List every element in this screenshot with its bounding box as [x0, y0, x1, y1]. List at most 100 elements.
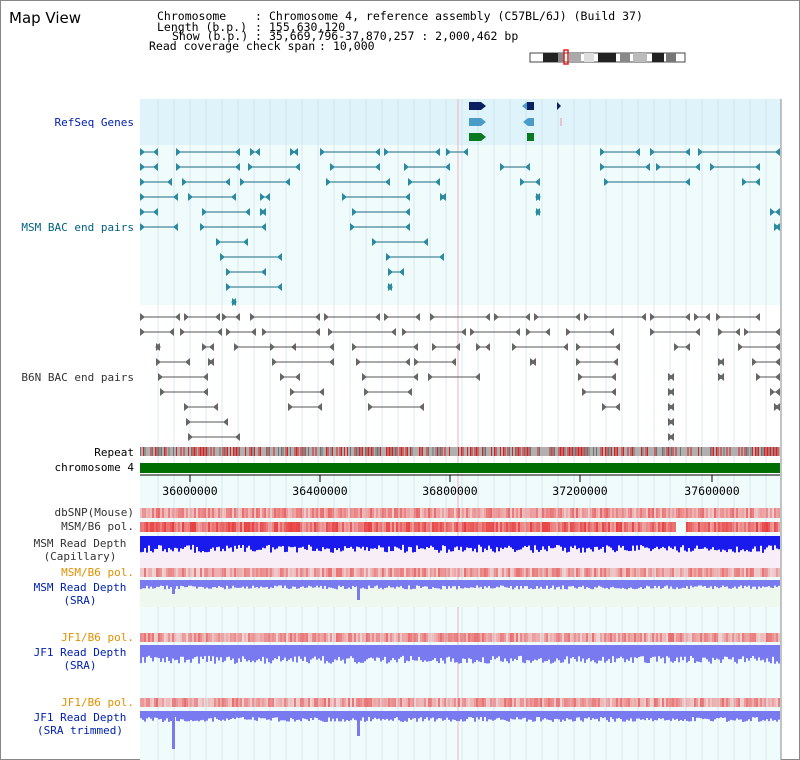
- msm-pol-strip-cell: [672, 522, 674, 532]
- jf1-pol-strip-cell: [646, 633, 648, 642]
- repeat-element: [410, 447, 411, 456]
- jf1-pol2-strip-cell: [724, 698, 726, 707]
- jf1-sra-depth-bar: [378, 645, 380, 658]
- msm-b6-pol-2-label[interactable]: MSM/B6 pol.: [61, 566, 134, 579]
- msm-pol-strip-cell: [686, 522, 688, 532]
- jf1-depth-sra-label[interactable]: JF1 Read Depth (SRA): [20, 646, 140, 672]
- msm-capillary-depth-bar: [432, 536, 434, 548]
- msm-pol-strip-cell: [330, 522, 332, 532]
- dbsnp-strip-cell: [372, 508, 374, 518]
- dbsnp-strip-cell: [350, 508, 352, 518]
- chromosome-track-label[interactable]: chromosome 4: [54, 461, 134, 474]
- jf1-pol2-strip-cell: [546, 698, 548, 707]
- msm-depth-sra-line2: (SRA): [63, 594, 97, 607]
- repeat-element: [300, 447, 302, 456]
- msm-pol2-strip-cell: [690, 568, 692, 577]
- dbsnp-strip-cell: [742, 508, 744, 518]
- jf1-pol-strip-cell: [148, 633, 150, 642]
- axis-tick-label: 37200000: [552, 484, 607, 498]
- msm-pol-strip-cell: [662, 522, 664, 532]
- jf1-sra-depth-bar: [256, 645, 258, 661]
- msm-capillary-depth-bar: [190, 536, 192, 550]
- dbsnp-track-label[interactable]: dbSNP(Mouse): [54, 506, 134, 519]
- repeat-element: [303, 447, 305, 456]
- refseq-track-label[interactable]: RefSeq Genes: [54, 116, 134, 129]
- msm-pol-strip-cell: [470, 522, 472, 532]
- jf1-trimmed-depth-bar: [274, 711, 276, 718]
- jf1-pol2-strip-cell: [234, 698, 236, 707]
- msm-b6-pol-label[interactable]: MSM/B6 pol.: [61, 520, 134, 533]
- jf1-pol2-strip-cell: [294, 698, 296, 707]
- dbsnp-strip-cell: [630, 508, 632, 518]
- jf1-sra-depth-bar: [552, 645, 554, 663]
- msm-pol2-strip-cell: [478, 568, 480, 577]
- jf1-pol-strip-cell: [752, 633, 754, 642]
- msm-sra-depth-bar: [364, 580, 366, 589]
- repeat-track-label[interactable]: Repeat: [94, 446, 134, 459]
- msm-pol2-strip-cell: [178, 568, 180, 577]
- msm-depth-capillary-label[interactable]: MSM Read Depth (Capillary): [20, 537, 140, 563]
- msm-sra-depth-bar: [582, 580, 584, 586]
- msm-depth-sra-label[interactable]: MSM Read Depth (SRA): [20, 581, 140, 607]
- jf1-pol-strip-cell: [682, 633, 684, 642]
- repeat-element: [237, 447, 239, 456]
- msm-pol-strip-cell: [616, 522, 618, 532]
- msm-bac-pair-end-icon: [439, 253, 444, 261]
- dbsnp-strip-cell: [458, 508, 460, 518]
- jf1-trimmed-depth-bar: [140, 711, 142, 719]
- b6n-bac-pair-end-icon: [352, 343, 357, 351]
- msm-sra-depth-bar: [286, 580, 288, 589]
- jf1-trimmed-depth-bar: [670, 711, 672, 722]
- b6n-bac-track-label[interactable]: B6N BAC end pairs: [21, 371, 134, 384]
- msm-pol2-strip-cell: [550, 568, 552, 577]
- msm-pol-strip-cell: [332, 522, 334, 532]
- jf1-pol2-strip-cell: [152, 698, 154, 707]
- jf1-pol2-strip-cell: [356, 698, 358, 707]
- jf1-pol2-strip-cell: [304, 698, 306, 707]
- jf1-b6-pol-2-label[interactable]: JF1/B6 pol.: [61, 696, 134, 709]
- jf1-pol-strip-cell: [506, 633, 508, 642]
- jf1-pol-strip-cell: [588, 633, 590, 642]
- jf1-sra-depth-bar: [398, 645, 400, 659]
- msm-pol2-strip-cell: [482, 568, 484, 577]
- jf1-pol-strip-cell: [202, 633, 204, 642]
- repeat-element: [507, 447, 509, 456]
- b6n-bac-pair-end-icon: [213, 403, 218, 411]
- jf1-pol2-strip-cell: [516, 698, 518, 707]
- repeat-element: [485, 447, 486, 456]
- jf1-trimmed-depth-bar: [414, 711, 416, 719]
- msm-sra-depth-bar: [728, 580, 730, 589]
- msm-pol-strip-cell: [268, 522, 270, 532]
- jf1-pol-strip-cell: [260, 633, 262, 642]
- jf1-trimmed-depth-bar: [520, 711, 522, 720]
- msm-bac-track-label[interactable]: MSM BAC end pairs: [21, 221, 134, 234]
- jf1-sra-depth-bar: [184, 645, 186, 663]
- msm-capillary-depth-bar: [414, 536, 416, 553]
- msm-pol-strip-cell: [734, 522, 736, 532]
- dbsnp-strip-cell: [736, 508, 738, 518]
- msm-pol2-strip-cell: [206, 568, 208, 577]
- jf1-sra-depth-bar: [366, 645, 368, 660]
- msm-pol2-strip-cell: [674, 568, 676, 577]
- dbsnp-strip-cell: [270, 508, 272, 518]
- jf1-pol2-strip-cell: [210, 698, 212, 707]
- jf1-b6-pol-label[interactable]: JF1/B6 pol.: [61, 631, 134, 644]
- jf1-pol-strip-cell: [618, 633, 620, 642]
- msm-pol2-strip-cell: [688, 568, 690, 577]
- jf1-pol-strip-cell: [648, 633, 650, 642]
- jf1-sra-depth-bar: [416, 645, 418, 661]
- msm-sra-depth-bar: [314, 580, 316, 588]
- msm-pol-strip-cell: [560, 522, 562, 532]
- msm-sra-depth-bar: [230, 580, 232, 589]
- jf1-sra-depth-bar: [540, 645, 542, 659]
- msm-pol2-strip-cell: [610, 568, 612, 577]
- msm-pol-strip-cell: [406, 522, 408, 532]
- jf1-pol2-strip-cell: [738, 698, 740, 707]
- msm-pol-strip-cell: [634, 522, 636, 532]
- repeat-element: [627, 447, 629, 456]
- axis-tick-label: 36400000: [292, 484, 347, 498]
- jf1-pol2-strip-cell: [354, 698, 356, 707]
- jf1-trimmed-depth-bar: [396, 711, 398, 718]
- jf1-depth-trimmed-label[interactable]: JF1 Read Depth (SRA trimmed): [20, 711, 140, 737]
